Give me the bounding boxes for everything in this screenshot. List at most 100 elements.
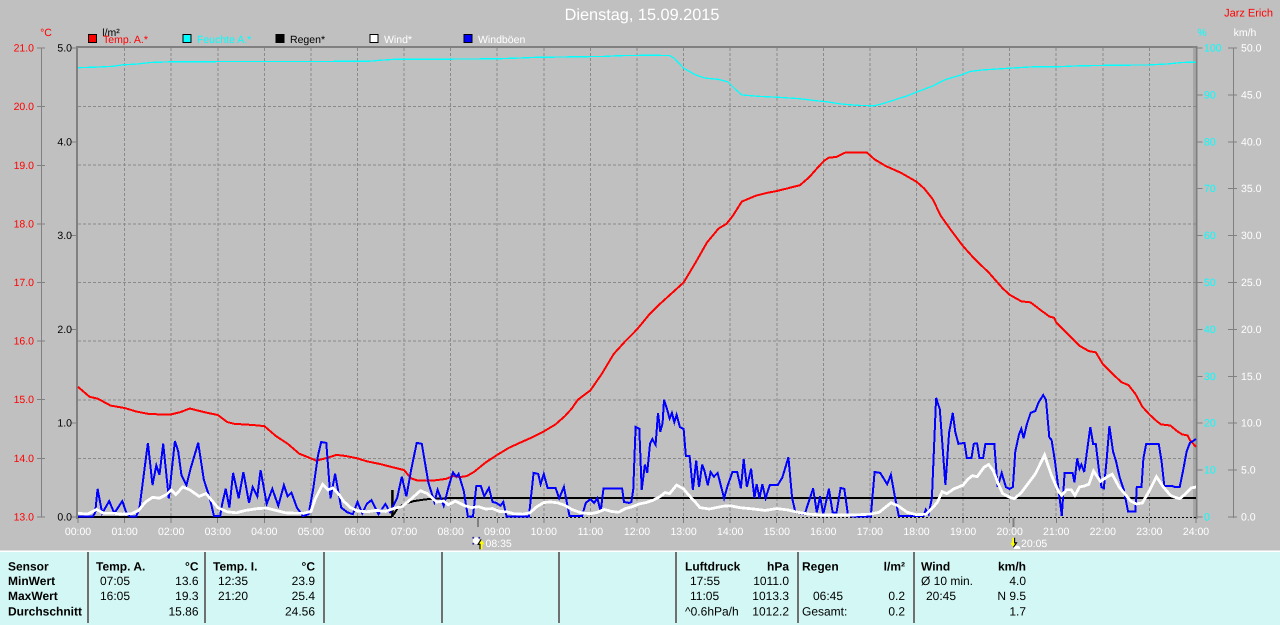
svg-text:°C: °C	[40, 27, 52, 39]
svg-text:Wind*: Wind*	[384, 34, 412, 46]
svg-text:MaxWert: MaxWert	[8, 589, 58, 603]
svg-text:24:00: 24:00	[1183, 526, 1209, 538]
svg-text:50.0: 50.0	[1241, 43, 1262, 55]
svg-text:10.0: 10.0	[1241, 418, 1262, 430]
svg-text:40: 40	[1204, 324, 1216, 336]
svg-text:20.0: 20.0	[1241, 324, 1262, 336]
svg-text:80: 80	[1204, 136, 1216, 148]
svg-text:35.0: 35.0	[1241, 183, 1262, 195]
svg-text:MinWert: MinWert	[8, 574, 55, 588]
svg-text:17:55: 17:55	[690, 574, 720, 588]
svg-text:°C: °C	[185, 560, 199, 574]
svg-text:00:00: 00:00	[65, 526, 91, 538]
svg-text:l/m²: l/m²	[102, 27, 120, 39]
svg-text:08:35: 08:35	[486, 538, 512, 550]
svg-text:0.2: 0.2	[888, 605, 905, 619]
svg-text:19:00: 19:00	[950, 526, 976, 538]
svg-text:11:00: 11:00	[578, 526, 604, 538]
svg-text:10:00: 10:00	[531, 526, 557, 538]
svg-text:1.7: 1.7	[1009, 605, 1026, 619]
svg-text:hPa: hPa	[767, 560, 789, 574]
svg-text:0.2: 0.2	[888, 589, 905, 603]
svg-text:40.0: 40.0	[1241, 136, 1262, 148]
svg-text:13.6: 13.6	[175, 574, 199, 588]
svg-text:12:00: 12:00	[624, 526, 650, 538]
svg-text:02:00: 02:00	[158, 526, 184, 538]
svg-text:100: 100	[1204, 43, 1222, 55]
svg-text:16.0: 16.0	[14, 336, 35, 348]
svg-text:25.0: 25.0	[1241, 277, 1262, 289]
svg-text:18.0: 18.0	[14, 218, 35, 230]
svg-text:1011.0: 1011.0	[753, 574, 789, 588]
svg-text:Ø 10 min.: Ø 10 min.	[921, 574, 973, 588]
svg-text:09:00: 09:00	[484, 526, 510, 538]
svg-text:21:20: 21:20	[218, 589, 248, 603]
svg-text:13:00: 13:00	[670, 526, 696, 538]
svg-text:5.0: 5.0	[57, 43, 72, 55]
svg-text:23.9: 23.9	[292, 574, 316, 588]
svg-text:Gesamt:: Gesamt:	[802, 605, 847, 619]
svg-text:0.0: 0.0	[1241, 512, 1256, 524]
svg-text:15.86: 15.86	[168, 605, 198, 619]
svg-text:km/h: km/h	[998, 560, 1026, 574]
svg-text:03:00: 03:00	[205, 526, 231, 538]
svg-text:18:00: 18:00	[903, 526, 929, 538]
svg-text:16:05: 16:05	[100, 589, 130, 603]
svg-text:0: 0	[1204, 512, 1210, 524]
svg-text:°C: °C	[302, 560, 316, 574]
svg-text:21:00: 21:00	[1043, 526, 1069, 538]
svg-text:70: 70	[1204, 183, 1216, 195]
svg-text:25.4: 25.4	[292, 589, 316, 603]
svg-text:1.0: 1.0	[57, 418, 72, 430]
svg-text:07:05: 07:05	[100, 574, 130, 588]
svg-text:Dienstag, 15.09.2015: Dienstag, 15.09.2015	[565, 6, 720, 24]
svg-text:23:00: 23:00	[1136, 526, 1162, 538]
svg-text:2.0: 2.0	[57, 324, 72, 336]
svg-text:11:05: 11:05	[690, 589, 719, 603]
svg-text:20.0: 20.0	[14, 101, 35, 113]
svg-text:14.0: 14.0	[14, 453, 35, 465]
svg-text:15:00: 15:00	[764, 526, 790, 538]
svg-text:13.0: 13.0	[14, 512, 35, 524]
svg-text:10: 10	[1204, 465, 1216, 477]
svg-text:20:00: 20:00	[997, 526, 1023, 538]
svg-text:15.0: 15.0	[14, 394, 35, 406]
svg-text:Sensor: Sensor	[8, 560, 49, 574]
svg-text:16:00: 16:00	[810, 526, 836, 538]
svg-text:1013.3: 1013.3	[752, 589, 789, 603]
svg-text:21.0: 21.0	[14, 43, 35, 55]
svg-text:17.0: 17.0	[14, 277, 35, 289]
svg-text:01:00: 01:00	[111, 526, 137, 538]
svg-text:90: 90	[1204, 89, 1216, 101]
svg-text:Temp. I.: Temp. I.	[213, 560, 257, 574]
svg-text:30: 30	[1204, 371, 1216, 383]
svg-text:20:45: 20:45	[926, 589, 956, 603]
svg-text:07:00: 07:00	[391, 526, 417, 538]
svg-text:Windböen: Windböen	[478, 34, 525, 46]
svg-text:^0.6hPa/h: ^0.6hPa/h	[685, 605, 739, 619]
svg-text:0.0: 0.0	[57, 512, 72, 524]
svg-text:Luftdruck: Luftdruck	[685, 560, 741, 574]
svg-text:20:05: 20:05	[1021, 538, 1047, 550]
svg-text:12:35: 12:35	[218, 574, 248, 588]
svg-text:Feuchte A.*: Feuchte A.*	[197, 34, 251, 46]
svg-text:Wind: Wind	[921, 560, 950, 574]
svg-text:Durchschnitt: Durchschnitt	[8, 605, 82, 619]
svg-text:17:00: 17:00	[857, 526, 883, 538]
svg-text:Jarz Erich: Jarz Erich	[1224, 8, 1273, 20]
svg-text:20: 20	[1204, 418, 1216, 430]
svg-text:%: %	[1197, 27, 1206, 39]
svg-text:22:00: 22:00	[1090, 526, 1116, 538]
svg-text:Regen: Regen	[802, 560, 839, 574]
svg-text:4.0: 4.0	[57, 136, 72, 148]
svg-text:l/m²: l/m²	[884, 560, 905, 574]
svg-text:km/h: km/h	[1234, 27, 1257, 39]
svg-text:14:00: 14:00	[717, 526, 743, 538]
svg-text:15.0: 15.0	[1241, 371, 1262, 383]
svg-text:19.0: 19.0	[14, 160, 35, 172]
svg-text:06:45: 06:45	[813, 589, 843, 603]
svg-text:50: 50	[1204, 277, 1216, 289]
svg-text:30.0: 30.0	[1241, 230, 1262, 242]
svg-text:24.56: 24.56	[285, 605, 315, 619]
svg-text:Temp. A.*: Temp. A.*	[103, 34, 148, 46]
